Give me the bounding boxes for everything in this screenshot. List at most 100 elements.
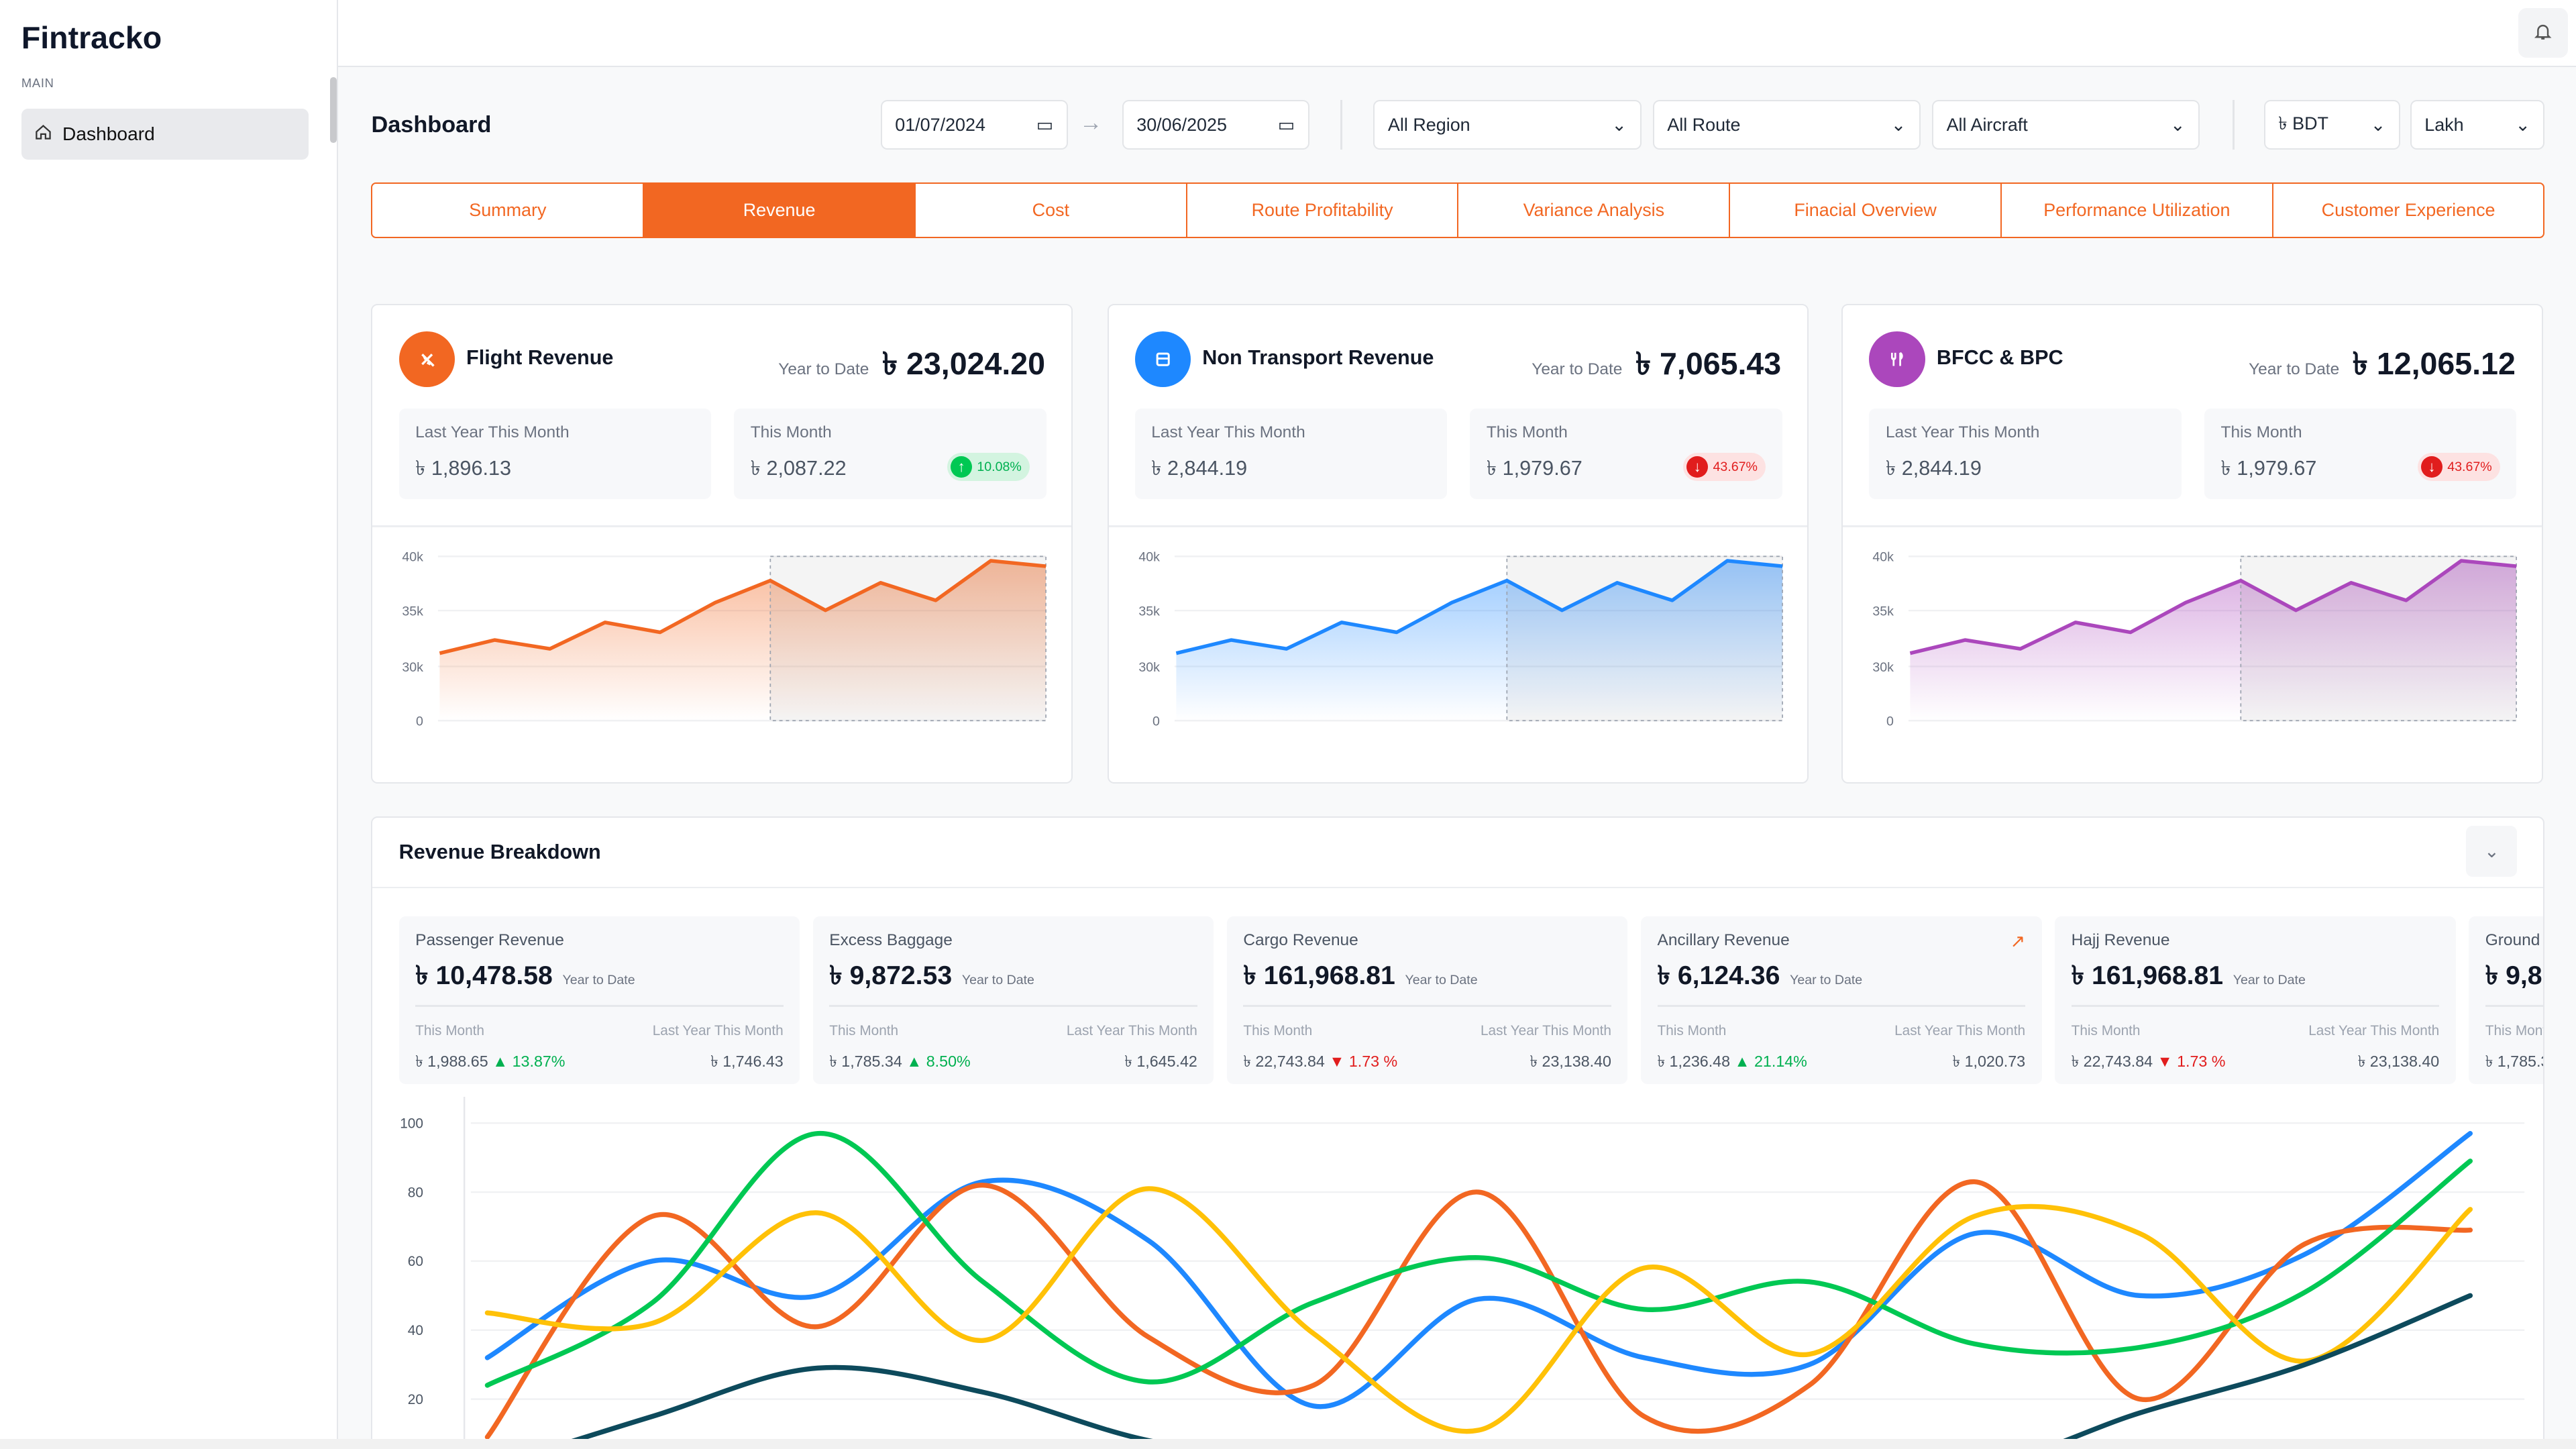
chevron-down-icon: ⌄ — [2484, 841, 2500, 861]
mini-area-chart: 0 30k 35k 40k — [1873, 551, 2518, 729]
area-fill — [439, 561, 1046, 721]
metric-ytd-value: ৳ 161,968.81 — [1243, 961, 1395, 991]
aircraft-value: All Aircraft — [1946, 114, 2028, 135]
area-fill — [1176, 561, 1782, 721]
change-value: 21.14% — [1754, 1052, 1807, 1070]
metric-name: Cargo Revenue — [1243, 931, 1358, 950]
bell-icon — [2533, 18, 2553, 48]
ytd-value: ৳ 23,024.20 — [881, 346, 1045, 382]
this-month-label: This Month — [1243, 1023, 1313, 1039]
tab-summary[interactable]: Summary — [372, 183, 645, 237]
series-line-yellow — [485, 1186, 2473, 1434]
ytd-label: Year to Date — [778, 360, 869, 379]
tab-performance-utilization[interactable]: Performance Utilization — [2002, 183, 2273, 237]
divider — [1243, 1005, 1611, 1007]
y-tick-label: 35k — [1138, 604, 1160, 619]
this-month-value: ৳ 22,743.84 — [1243, 1052, 1325, 1070]
chevron-down-icon: ⌄ — [1611, 114, 1627, 135]
metric-card[interactable]: Ancillary Revenue ↗ ৳ 6,124.36 Year to Da… — [1641, 916, 2042, 1084]
top-bar — [338, 0, 2576, 68]
tab-revenue[interactable]: Revenue — [644, 183, 916, 237]
this-month-value: ৳ 1,979.67 — [1486, 457, 1582, 480]
change-value: 1.73 % — [1348, 1052, 1398, 1070]
last-year-value: ৳ 23,138.40 — [2357, 1052, 2440, 1070]
ytd: Year to Date ৳ 23,024.20 — [778, 339, 1045, 392]
sidebar-item-dashboard[interactable]: Dashboard — [21, 108, 309, 160]
card-title: Non Transport Revenue — [1202, 346, 1434, 370]
metric-card[interactable]: Hajj Revenue ৳ 161,968.81 Year to Date Th… — [2055, 916, 2456, 1084]
series-line — [439, 559, 1046, 655]
arrow-down-icon: ↓ — [2421, 456, 2443, 478]
metric-ytd-value: ৳ 9,872.53 — [2485, 961, 2544, 991]
route-select[interactable]: All Route ⌄ — [1652, 100, 1921, 150]
y-tick-label: 80 — [408, 1185, 423, 1201]
last-year-value: ৳ 1,645.42 — [1124, 1052, 1197, 1070]
tab-route-profitability[interactable]: Route Profitability — [1187, 183, 1459, 237]
currency-value: ৳ BDT — [2278, 113, 2328, 133]
revenue-card: Flight Revenue Year to Date ৳ 23,024.20 L… — [371, 304, 1073, 784]
last-year-label: Last Year This Month — [415, 423, 570, 442]
plane-icon — [398, 331, 455, 388]
series-line-green — [485, 1131, 2473, 1389]
metric-card[interactable]: Cargo Revenue ৳ 161,968.81 Year to Date T… — [1226, 916, 1628, 1084]
date-from-input[interactable]: 01/07/2024 ▭ — [880, 100, 1068, 150]
this-month-label: This Month — [2220, 423, 2302, 442]
last-year-value: ৳ 1,896.13 — [415, 457, 512, 480]
ytd-label: Year to Date — [1532, 360, 1623, 379]
metric-name: Ancillary Revenue — [1657, 931, 1790, 950]
change-badge: ↑ 10.08% — [947, 453, 1030, 482]
card-title: Flight Revenue — [466, 346, 614, 370]
change-value: 8.50% — [926, 1052, 971, 1070]
y-tick-label: 30k — [1873, 660, 1894, 675]
this-month-box: This Month ৳ 2,087.22 ↑ 10.08% — [734, 409, 1046, 500]
change-badge: ↓ 43.67% — [2418, 453, 2500, 482]
tab-variance-analysis[interactable]: Variance Analysis — [1458, 183, 1731, 237]
last-year-label: Last Year This Month — [1066, 1023, 1197, 1039]
last-year-label: Last Year This Month — [652, 1023, 784, 1039]
revenue-breakdown-panel: Revenue Breakdown ⌄ Passenger Revenue ৳ … — [371, 816, 2545, 1449]
arrow-up-icon: ↑ — [951, 456, 973, 478]
metric-cards: Passenger Revenue ৳ 10,478.58 Year to Dat… — [398, 916, 2544, 1084]
unit-select[interactable]: Lakh ⌄ — [2410, 100, 2545, 150]
ytd-value: ৳ 7,065.43 — [1635, 346, 1782, 382]
ytd-label: Year to Date — [2249, 360, 2340, 379]
metric-card[interactable]: Passenger Revenue ৳ 10,478.58 Year to Dat… — [398, 916, 800, 1084]
currency-select[interactable]: ৳ BDT ⌄ — [2263, 100, 2400, 150]
change-value: 13.87% — [512, 1052, 566, 1070]
tab-customer-experience[interactable]: Customer Experience — [2321, 199, 2496, 220]
section-title: Revenue Breakdown — [398, 841, 601, 864]
this-month-label: This Month — [1657, 1023, 1727, 1039]
metric-ytd-value: ৳ 9,872.53 — [829, 961, 953, 991]
chevron-down-icon: ⌄ — [2370, 114, 2386, 135]
sidebar-scrollbar[interactable] — [330, 77, 337, 144]
sidebar: Fintracko MAIN Dashboard — [0, 0, 339, 1449]
area-fill — [1910, 561, 2517, 721]
tab-cost[interactable]: Cost — [916, 183, 1187, 237]
triangle-down-icon: ▼ — [2157, 1052, 2173, 1070]
last-year-box: Last Year This Month ৳ 2,844.19 — [1869, 409, 2182, 500]
this-month-label: This Month — [2485, 1023, 2544, 1039]
region-select[interactable]: All Region ⌄ — [1373, 100, 1642, 150]
last-year-value: ৳ 1,020.73 — [1952, 1052, 2026, 1070]
aircraft-select[interactable]: All Aircraft ⌄ — [1932, 100, 2200, 150]
triangle-up-icon: ▲ — [906, 1052, 922, 1070]
series-line-blue — [485, 1131, 2473, 1409]
divider — [415, 1005, 784, 1007]
horizontal-scrollbar[interactable] — [0, 1439, 2576, 1449]
revenue-card: Non Transport Revenue Year to Date ৳ 7,06… — [1107, 304, 1809, 784]
last-year-label: Last Year This Month — [1894, 1023, 2026, 1039]
metric-card[interactable]: Excess Baggage ৳ 9,872.53 Year to Date Th… — [812, 916, 1214, 1084]
tab-finacial-overview[interactable]: Finacial Overview — [1730, 183, 2002, 237]
ytd-label: Year to Date — [1405, 973, 1478, 988]
highlight-region — [1506, 555, 1783, 722]
divider — [1108, 525, 1808, 527]
triangle-up-icon: ▲ — [1734, 1052, 1750, 1070]
collapse-button[interactable]: ⌄ — [2466, 826, 2518, 877]
y-tick-label: 20 — [408, 1392, 423, 1407]
this-month-value: ৳ 1,236.48 — [1657, 1052, 1731, 1070]
external-link-icon[interactable]: ↗ — [2010, 931, 2026, 952]
notifications-button[interactable] — [2518, 8, 2568, 58]
date-to-input[interactable]: 30/06/2025 ▭ — [1122, 100, 1309, 150]
